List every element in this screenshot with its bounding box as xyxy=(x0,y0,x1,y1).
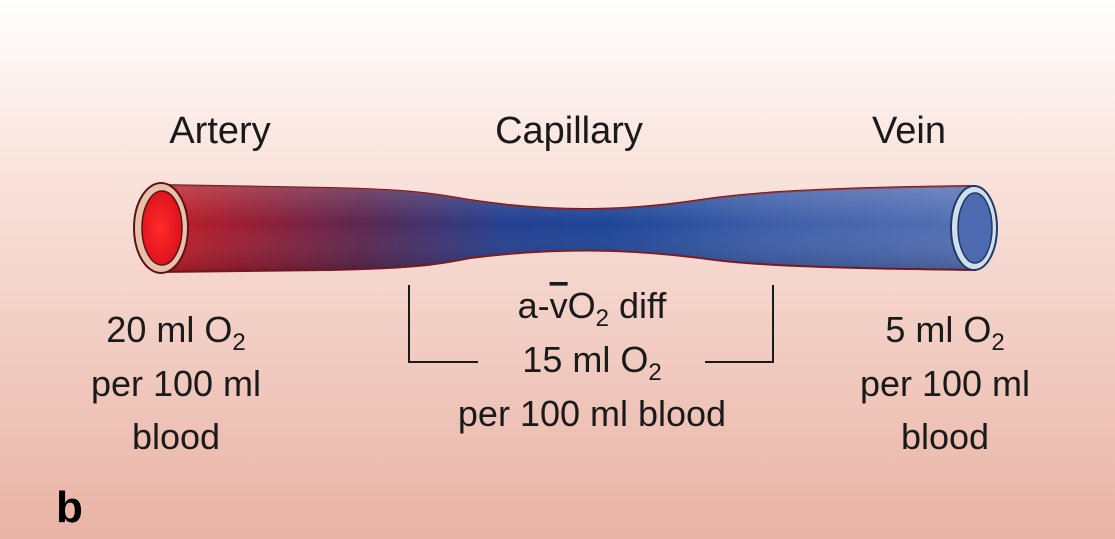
vein-label: Vein xyxy=(872,110,946,152)
vein-lumen xyxy=(957,192,993,264)
av-o2-diff-label: a-vO2 diff xyxy=(518,285,668,332)
vein-o2-per: per 100 ml xyxy=(860,363,1030,404)
difference-bracket-right xyxy=(705,285,774,363)
vein-o2-blood: blood xyxy=(901,416,989,457)
difference-amount: 15 ml O2 xyxy=(522,339,661,386)
artery-o2-per: per 100 ml xyxy=(91,363,261,404)
artery-lumen xyxy=(141,190,183,266)
capillary-label: Capillary xyxy=(495,110,643,152)
v-bar: v xyxy=(550,285,568,326)
artery-o2-amount: 20 ml O2 xyxy=(106,309,245,356)
difference-bracket-left xyxy=(408,285,478,363)
vein-oxygen-content: 5 ml O2 per 100 ml blood xyxy=(860,309,1030,457)
blood-vessel xyxy=(133,182,998,274)
av-o2-difference: a-vO2 diff 15 ml O2 per 100 ml blood xyxy=(458,285,726,434)
artery-o2-blood: blood xyxy=(132,416,220,457)
difference-per-blood: per 100 ml blood xyxy=(458,393,726,434)
vein-o2-amount: 5 ml O2 xyxy=(885,309,1004,356)
artery-label: Artery xyxy=(169,110,270,152)
panel-letter: b xyxy=(56,483,83,532)
artery-oxygen-content: 20 ml O2 per 100 ml blood xyxy=(91,309,261,457)
